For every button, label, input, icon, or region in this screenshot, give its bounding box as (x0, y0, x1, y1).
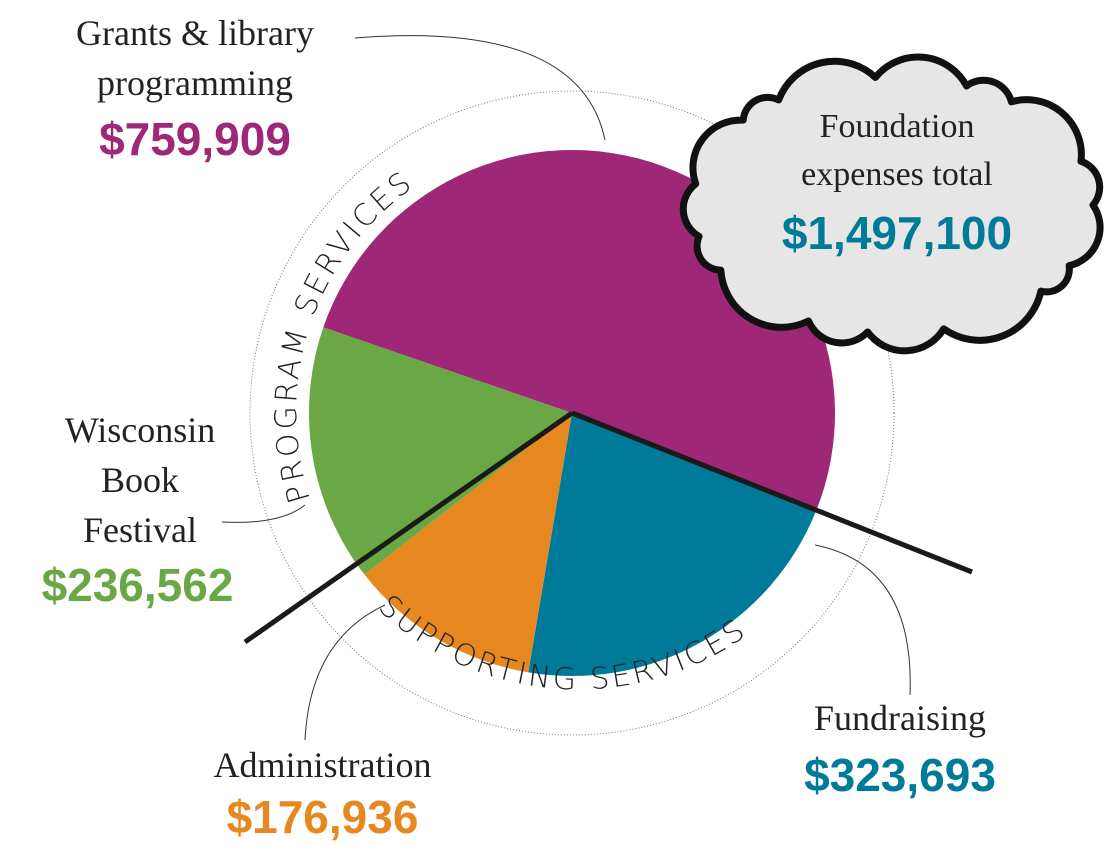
value-label: $176,936 (226, 791, 419, 843)
slice (309, 327, 572, 575)
value-label: $759,909 (99, 113, 291, 165)
total-label: $1,497,100 (781, 207, 1013, 259)
pie (309, 149, 836, 676)
divider (243, 410, 574, 645)
slice (364, 413, 572, 673)
value-label: $236,562 (41, 559, 234, 611)
divider (571, 410, 973, 575)
leader (304, 604, 386, 741)
slice (528, 413, 817, 676)
outer-ring (249, 90, 895, 736)
leader (814, 544, 911, 696)
total-title: Foundation expenses total (801, 108, 993, 193)
cloud (679, 53, 1104, 355)
leader (221, 504, 306, 523)
leader (354, 35, 606, 141)
value-label: $323,693 (804, 749, 996, 801)
category-label: Administration (213, 745, 432, 785)
category-label: Fundraising (813, 698, 986, 738)
category-label: Wisconsin Book Festival (64, 410, 216, 550)
category-label: Grants & library programming (76, 13, 314, 103)
